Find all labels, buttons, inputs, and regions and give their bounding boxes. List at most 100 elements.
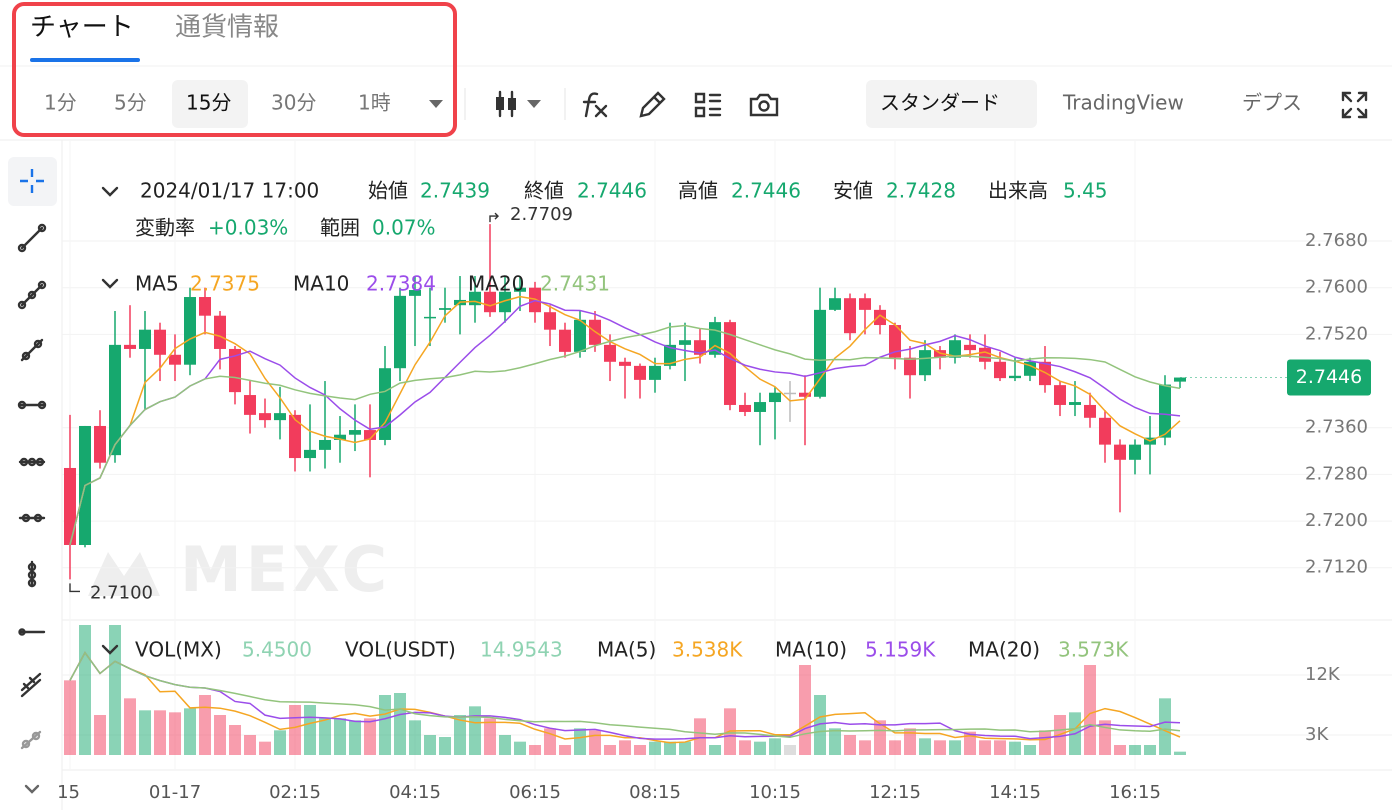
candle-body [1084,404,1096,418]
volume-bar [919,738,931,755]
volume-bar [304,705,316,755]
volume-bar [574,728,586,755]
candle-body [184,297,196,365]
candle-body [949,340,961,358]
volume-bar [94,715,106,755]
camera-lens [758,100,770,112]
volume-bar [619,740,631,755]
volume-bar [649,741,661,755]
candle-body [889,325,901,358]
watermark-logo [88,552,160,596]
candle-body [1039,361,1051,386]
interval[interactable]: 15分 [186,91,231,115]
volume-bar [379,695,391,755]
value: 2.7439 [420,179,490,203]
volume-bar [694,718,706,755]
candle-body [109,344,121,456]
view-tab[interactable]: TradingView [1062,91,1184,115]
volume-bar [349,720,361,755]
volume-bar [424,735,436,755]
volume-bar [664,741,676,755]
candle-body [64,467,76,545]
last-price: 2.7446 [1296,366,1362,388]
collapse[interactable] [101,644,119,655]
volume-bar [289,705,301,755]
datetime: 2024/01/17 17:00 [140,179,319,203]
candle-body [919,350,931,376]
interval[interactable]: 1分 [44,91,77,115]
y-tick-label: 3K [1305,724,1329,745]
candle-body [604,344,616,362]
candle-body [739,404,751,412]
candle-body [694,340,706,355]
volume-bar [814,695,826,755]
volume-bar [964,731,976,755]
label: 始値 [368,179,408,203]
y-tick-label: 2.7200 [1305,510,1368,531]
volume-ma-line [69,651,1181,744]
candle-body [439,308,451,310]
vol-value: 5.4500 [242,638,312,662]
fullscreen-icon[interactable] [1341,91,1368,119]
candle-body [619,361,631,366]
candle-body [1099,417,1111,445]
volume-bar [994,740,1006,755]
volume-bar [454,715,466,755]
candle-body [289,414,301,459]
tab[interactable]: 通貨情報 [175,13,279,43]
volume-bar [79,625,91,755]
candle-body [499,291,511,313]
high-marker [489,212,499,223]
view-tab[interactable]: スタンダード [880,91,1000,115]
label: 範囲 [320,216,360,240]
collapse[interactable] [101,186,119,197]
volume-bar [1024,745,1036,755]
volume-bar [394,693,406,755]
volume-bar [904,728,916,755]
indicator-icon[interactable] [582,92,608,118]
view-tab[interactable]: デプス [1242,91,1302,115]
watermark: MEXC [180,533,391,606]
value: +0.03% [208,216,288,240]
volume-bar [1039,730,1051,755]
interval[interactable]: 30分 [271,91,316,115]
volume-ma-line [69,651,1181,739]
last-price-badge [1287,359,1371,396]
interval[interactable]: 5分 [114,91,147,115]
candle-body [874,309,886,326]
value: 0.07% [372,216,436,240]
crosshair-tool[interactable] [20,169,44,193]
volume-bar [949,740,961,755]
candle-type-icon[interactable] [496,90,541,118]
volume-bar [1099,720,1111,755]
volume-bar [1084,665,1096,755]
volume-bar [634,745,646,755]
candle-body [904,357,916,376]
volume-bar [589,730,601,755]
tab[interactable]: チャート [30,13,134,43]
interval[interactable]: 1時 [358,91,391,115]
volume-bar [1144,745,1156,755]
candle-body [679,340,691,345]
drawing-tools[interactable] [17,223,47,794]
candle-body [1069,402,1081,405]
tab-underline [30,58,140,62]
view-active-bg [866,80,1037,128]
candle-body [424,316,436,319]
candle-body [769,392,781,403]
candle-body [994,361,1006,379]
volume-bar [439,737,451,755]
ma-line [69,324,1181,546]
collapse[interactable] [101,278,119,289]
layout-icon[interactable] [694,92,722,118]
value: 2.7428 [886,179,956,203]
low-marker [69,583,80,593]
volume-bar [499,735,511,755]
label: 終値 [524,179,564,203]
dropdown[interactable] [429,100,443,108]
draw-icon[interactable] [639,91,666,118]
volume-bar [784,745,796,755]
ma-line [69,299,1181,546]
camera-icon[interactable] [749,93,779,117]
